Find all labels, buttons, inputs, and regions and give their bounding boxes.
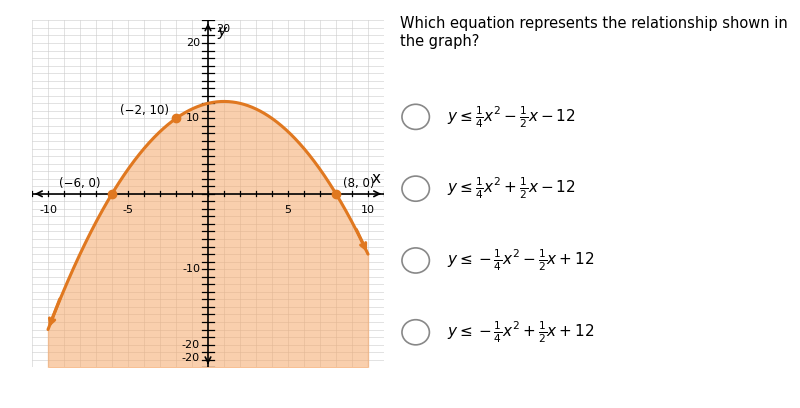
- Text: (−2, 10): (−2, 10): [120, 104, 169, 117]
- Text: $y \leq -\frac{1}{4}x^2 + \frac{1}{2}x + 12$: $y \leq -\frac{1}{4}x^2 + \frac{1}{2}x +…: [447, 319, 594, 345]
- Text: Which equation represents the relationship shown in
the graph?: Which equation represents the relationsh…: [400, 16, 788, 49]
- Text: -20: -20: [182, 339, 200, 350]
- Text: -20: -20: [182, 353, 200, 364]
- Text: -10: -10: [39, 205, 57, 215]
- Text: 20: 20: [186, 38, 200, 48]
- Text: 10: 10: [186, 113, 200, 123]
- Text: Next Activity: Next Activity: [664, 385, 744, 398]
- Text: ◄: ◄: [27, 385, 37, 398]
- Text: (−6, 0): (−6, 0): [59, 177, 101, 190]
- Text: (8, 0): (8, 0): [343, 177, 374, 190]
- Text: $y \leq \frac{1}{4}x^2 - \frac{1}{2}x - 12$: $y \leq \frac{1}{4}x^2 - \frac{1}{2}x - …: [447, 104, 576, 130]
- Text: ►: ►: [763, 385, 773, 398]
- Text: 5: 5: [285, 205, 291, 215]
- Text: -5: -5: [122, 205, 134, 215]
- Text: $y \leq \frac{1}{4}x^2 + \frac{1}{2}x - 12$: $y \leq \frac{1}{4}x^2 + \frac{1}{2}x - …: [447, 176, 576, 202]
- Text: -10: -10: [182, 264, 200, 274]
- Text: x: x: [372, 171, 381, 186]
- Text: y: y: [218, 24, 226, 39]
- Text: $y \leq -\frac{1}{4}x^2 - \frac{1}{2}x + 12$: $y \leq -\frac{1}{4}x^2 - \frac{1}{2}x +…: [447, 248, 594, 273]
- Text: Previous Activity: Previous Activity: [44, 385, 148, 398]
- Text: 10: 10: [361, 205, 375, 215]
- Text: 20: 20: [216, 24, 230, 34]
